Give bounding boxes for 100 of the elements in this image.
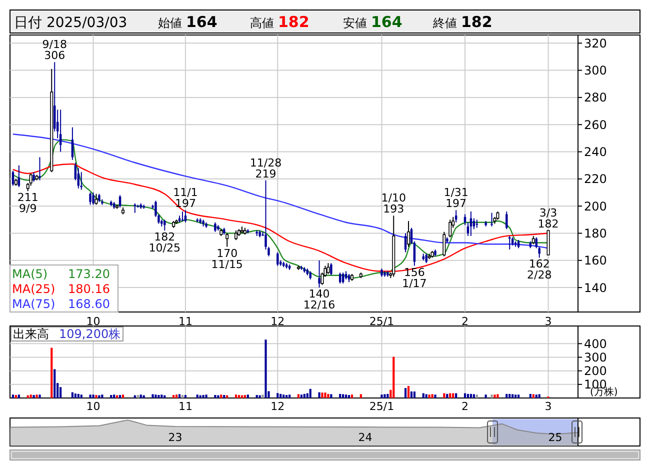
bar xyxy=(38,394,41,398)
y-tick-label: 400 xyxy=(584,336,607,351)
annotation: 170 11/15 xyxy=(211,246,243,271)
y-tick-label: 240 xyxy=(584,144,607,159)
bar xyxy=(446,394,448,398)
candlestick xyxy=(406,220,410,248)
bar xyxy=(54,369,56,398)
bar xyxy=(472,394,475,398)
x-tick-label: 12 xyxy=(270,400,285,413)
candlestick xyxy=(276,252,279,266)
bar xyxy=(140,394,142,398)
chart-subtitle: 109,200株 xyxy=(59,327,121,341)
bar xyxy=(410,391,413,398)
annotation: 156 1/17 xyxy=(402,266,427,290)
x-tick-label: 3 xyxy=(544,400,552,413)
bar xyxy=(404,388,407,398)
x-tick-label: 25 xyxy=(548,431,562,444)
annotation: 11/1 197 xyxy=(173,186,198,210)
text: 始値 164 xyxy=(158,13,218,31)
chart-title: 出来高 xyxy=(13,327,49,341)
candlestick xyxy=(442,231,446,257)
y-tick-label: 300 xyxy=(584,350,607,364)
annotation: 1/31 197 xyxy=(444,186,468,210)
candlestick xyxy=(490,212,493,227)
bar xyxy=(60,387,62,398)
candlestick xyxy=(506,211,508,230)
annotation: 9/18 306 xyxy=(42,38,67,62)
candlestick xyxy=(92,192,94,206)
bar xyxy=(360,394,362,398)
bar xyxy=(181,395,184,398)
candlestick xyxy=(94,193,98,206)
bar xyxy=(98,395,100,398)
candlestick xyxy=(32,172,35,182)
y-tick-label: 300 xyxy=(584,64,607,78)
chart-title: 日付 2025/03/03 xyxy=(14,15,128,31)
bar xyxy=(345,394,348,398)
y-tick-label: 320 xyxy=(584,36,607,50)
bar xyxy=(113,394,116,398)
bar xyxy=(384,394,386,398)
bar xyxy=(306,393,308,398)
candlestick xyxy=(164,219,166,232)
bar xyxy=(529,394,532,398)
bar xyxy=(276,393,279,398)
bar xyxy=(214,395,216,398)
candlestick xyxy=(80,172,82,190)
bar xyxy=(71,392,74,398)
bar xyxy=(158,395,160,398)
candlestick xyxy=(134,202,136,214)
bar xyxy=(303,394,306,398)
x-tick-label: 11 xyxy=(178,315,192,328)
bar xyxy=(535,394,538,398)
x-tick-label: 25/1 xyxy=(369,315,394,328)
candlestick xyxy=(448,219,452,238)
bar xyxy=(101,394,104,398)
bar xyxy=(413,391,416,398)
bar xyxy=(506,394,508,398)
bar xyxy=(30,394,32,398)
y-tick-label: 220 xyxy=(584,172,607,186)
text: 終値 182 xyxy=(432,13,492,31)
bar xyxy=(80,394,82,398)
candlestick xyxy=(472,218,476,230)
bar xyxy=(205,394,208,398)
bar xyxy=(220,394,222,398)
bar xyxy=(122,394,124,398)
bar xyxy=(36,394,38,398)
bar xyxy=(380,394,383,398)
y-tick-label: 160 xyxy=(584,254,607,268)
y-tick-label: 280 xyxy=(584,90,607,105)
text: MA(75) 168.60 xyxy=(12,297,110,311)
bar xyxy=(172,395,175,398)
bar xyxy=(264,340,267,398)
bar xyxy=(92,394,94,398)
annotation: 182 10/25 xyxy=(148,230,180,255)
y-tick-label: 200 xyxy=(584,199,607,214)
annotation: 140 12/16 xyxy=(303,288,336,312)
bar xyxy=(175,394,178,398)
bar xyxy=(14,395,17,398)
x-tick-label: 25/1 xyxy=(369,400,394,413)
bar xyxy=(32,395,35,398)
candlestick xyxy=(12,170,14,186)
bar xyxy=(428,394,430,398)
annotation: 11/28 219 xyxy=(250,156,282,180)
candlestick xyxy=(234,230,238,241)
y-tick-label: 140 xyxy=(584,280,607,295)
text: MA(5) 173.20 xyxy=(12,267,110,281)
bar xyxy=(136,395,139,398)
bar xyxy=(476,394,478,398)
bar xyxy=(244,395,246,398)
bar xyxy=(392,356,395,398)
bar xyxy=(386,394,389,398)
bar xyxy=(508,394,511,398)
bar xyxy=(202,395,204,398)
bar xyxy=(464,393,466,398)
bar xyxy=(234,394,238,398)
bar xyxy=(152,394,154,398)
y-tick-label: 260 xyxy=(584,118,607,132)
bar xyxy=(348,395,350,398)
candlestick xyxy=(535,236,538,249)
bar xyxy=(321,392,324,398)
bar xyxy=(12,394,14,398)
